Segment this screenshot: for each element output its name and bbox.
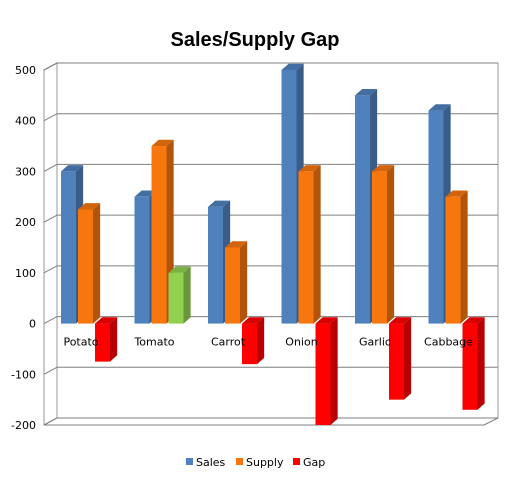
bar-front xyxy=(281,70,297,324)
gridline xyxy=(43,366,498,375)
bar-front xyxy=(168,272,184,324)
legend-label-supply: Supply xyxy=(246,456,284,469)
legend-swatch-supply xyxy=(236,458,243,465)
category-label: Carrot xyxy=(211,336,246,349)
bar-side xyxy=(313,165,321,324)
category-label: Garlic xyxy=(359,336,391,349)
bar-side xyxy=(257,317,265,365)
bar-supply-cabbage xyxy=(445,190,468,324)
y-tick-label: 500 xyxy=(15,64,36,77)
bar-side xyxy=(240,241,248,324)
bar-top xyxy=(298,165,321,172)
bar-side xyxy=(477,317,485,410)
grid-lines xyxy=(43,62,499,426)
bar-supply-carrot xyxy=(225,241,248,324)
y-tick-label: 0 xyxy=(29,318,36,331)
bar-gap-potato xyxy=(95,317,118,362)
bar-front xyxy=(372,171,387,324)
bar-front xyxy=(208,206,223,324)
bar-top xyxy=(315,317,338,324)
bar-gap-cabbage xyxy=(462,317,485,410)
floor-edge xyxy=(44,417,499,426)
bar-front xyxy=(95,323,110,362)
bar-front xyxy=(389,323,404,400)
bar-gap-carrot xyxy=(242,317,265,365)
gridline xyxy=(43,265,498,274)
bar-supply-onion xyxy=(298,165,321,324)
gridline xyxy=(43,417,498,426)
category-label: Potato xyxy=(63,336,98,349)
bar-front xyxy=(428,110,444,324)
bar-top xyxy=(355,89,378,96)
bar-top xyxy=(462,317,485,324)
bar-side xyxy=(110,317,118,362)
category-labels: Potato Tomato Carrot Onion Garlic Cabbage xyxy=(63,336,473,349)
bar-top xyxy=(389,317,412,324)
y-tick-label: 300 xyxy=(15,165,36,178)
bar-side xyxy=(387,165,395,324)
bar-front xyxy=(462,323,478,410)
bar-side xyxy=(183,266,191,324)
bar-gap-garlic xyxy=(389,317,412,400)
y-tick-label: 100 xyxy=(15,267,36,280)
legend-swatch-gap xyxy=(293,458,300,465)
bar-gap-tomato xyxy=(168,266,191,324)
bar-top xyxy=(61,165,84,172)
bar-supply-potato xyxy=(78,203,101,324)
bar-top xyxy=(281,63,304,70)
y-tick-label: 400 xyxy=(15,115,36,128)
bar-top xyxy=(208,200,231,207)
bar-front xyxy=(315,323,331,425)
bar-front xyxy=(61,171,76,324)
bar-side xyxy=(460,190,468,324)
gridline xyxy=(43,113,498,122)
bar-front xyxy=(225,247,240,324)
bar-gap-onion xyxy=(315,317,338,425)
category-label: Tomato xyxy=(133,336,174,349)
bar-front xyxy=(151,146,167,324)
y-tick-label: 200 xyxy=(15,216,36,229)
bar-top xyxy=(428,104,451,111)
bar-top xyxy=(242,317,265,324)
chart-title: Sales/Supply Gap xyxy=(171,29,340,51)
back-wall xyxy=(56,62,499,419)
bar-front xyxy=(298,171,314,324)
bar-top xyxy=(225,241,248,248)
bar-front xyxy=(78,209,93,324)
bar-supply-garlic xyxy=(372,165,395,324)
gridline xyxy=(43,62,498,71)
bar-front xyxy=(355,95,370,324)
legend: Sales Supply Gap xyxy=(186,456,325,469)
gridline xyxy=(43,163,498,172)
bar-top xyxy=(134,190,157,197)
gridline xyxy=(43,316,498,325)
bar-side xyxy=(404,317,412,400)
bar-top xyxy=(445,190,468,197)
y-axis-ticks: 500 400 300 200 100 0 -100 -200 xyxy=(11,64,36,432)
legend-swatch-sales xyxy=(186,458,193,465)
legend-label-gap: Gap xyxy=(303,456,325,469)
y-tick-label: -100 xyxy=(11,368,36,381)
bars xyxy=(61,63,485,425)
bar-top xyxy=(168,266,191,273)
legend-label-sales: Sales xyxy=(196,456,226,469)
y-tick-label: -200 xyxy=(11,419,36,432)
bar-side xyxy=(330,317,338,425)
bar-top xyxy=(95,317,118,324)
bar-top xyxy=(151,139,174,147)
bar-top xyxy=(372,165,395,172)
bar-side xyxy=(93,203,101,324)
bar-top xyxy=(78,203,101,210)
category-label: Onion xyxy=(285,336,317,349)
bar-front xyxy=(134,196,150,324)
category-label: Cabbage xyxy=(424,336,473,349)
bar-front xyxy=(242,323,257,365)
bar-front xyxy=(445,196,461,324)
gridline xyxy=(43,214,498,223)
